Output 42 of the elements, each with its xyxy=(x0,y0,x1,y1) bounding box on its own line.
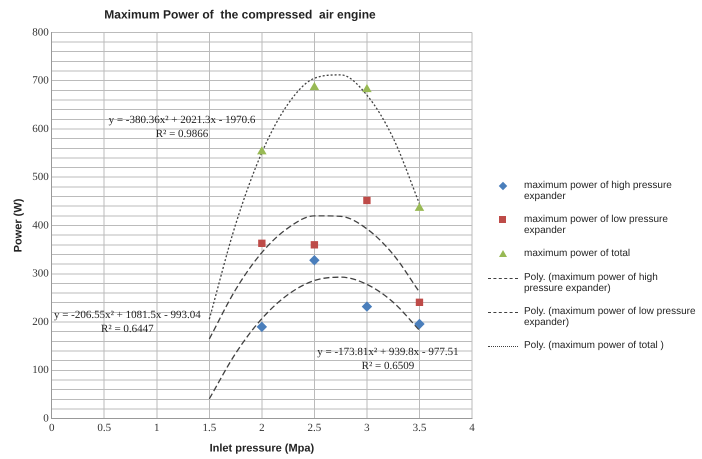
y-tick-label: 200 xyxy=(32,316,50,328)
x-tick-label: 3 xyxy=(364,422,370,434)
point xyxy=(257,146,266,154)
point xyxy=(362,84,372,92)
point xyxy=(258,240,266,248)
y-tick-label: 100 xyxy=(32,364,50,376)
y-tick-label: 800 xyxy=(32,26,50,38)
y-tick-label: 300 xyxy=(32,268,50,280)
y-tick-label: 400 xyxy=(32,219,50,232)
x-tick-label: 2 xyxy=(259,422,265,434)
x-tick-label: 4 xyxy=(469,422,476,434)
x-tick-label: 2.5 xyxy=(308,422,322,434)
point xyxy=(415,203,424,211)
x-axis-title: Inlet pressure (Mpa) xyxy=(210,442,314,454)
annotation: y = -206.55x² + 1081.5x - 993.04 R² = 0.6447 xyxy=(54,309,202,336)
legend-label: maximum power of total xyxy=(524,248,630,259)
point xyxy=(416,298,424,306)
point xyxy=(309,255,320,266)
point xyxy=(310,241,318,248)
x-tick-label: 1.5 xyxy=(202,422,217,434)
y-tick-label: 600 xyxy=(32,122,50,135)
chart-title: Maximum Power of the compressed air engine xyxy=(104,8,376,22)
point xyxy=(256,322,267,332)
point xyxy=(414,318,424,329)
legend-label: Poly. (maximum power of low pressure expander) xyxy=(524,306,697,328)
annotation: y = -380.36x² + 2021.3x - 1970.6 R² = 0.9866 xyxy=(108,114,256,140)
point xyxy=(310,82,319,90)
x-tick-label: 3.5 xyxy=(412,422,427,434)
point xyxy=(362,302,372,312)
annotation: y = -173.81x² + 939.8x - 977.51 R² = 0.6509 xyxy=(317,346,459,372)
legend-label: Poly. (maximum power of total ) xyxy=(524,340,664,351)
y-tick-label: 700 xyxy=(32,74,50,87)
x-tick-label: 0.5 xyxy=(97,422,112,434)
y-axis-title: Power (W) xyxy=(12,198,25,252)
x-tick-label: 1 xyxy=(154,422,160,434)
y-tick-label: 500 xyxy=(32,171,50,184)
legend-label: maximum power of high pressure expander xyxy=(524,180,673,202)
legend-label: Poly. (maximum power of high pressure expander) xyxy=(524,272,659,294)
legend-label: maximum power of low pressure expander xyxy=(524,214,669,236)
point xyxy=(363,196,371,204)
y-tick-label: 0 xyxy=(43,412,50,424)
line-series xyxy=(208,215,420,340)
